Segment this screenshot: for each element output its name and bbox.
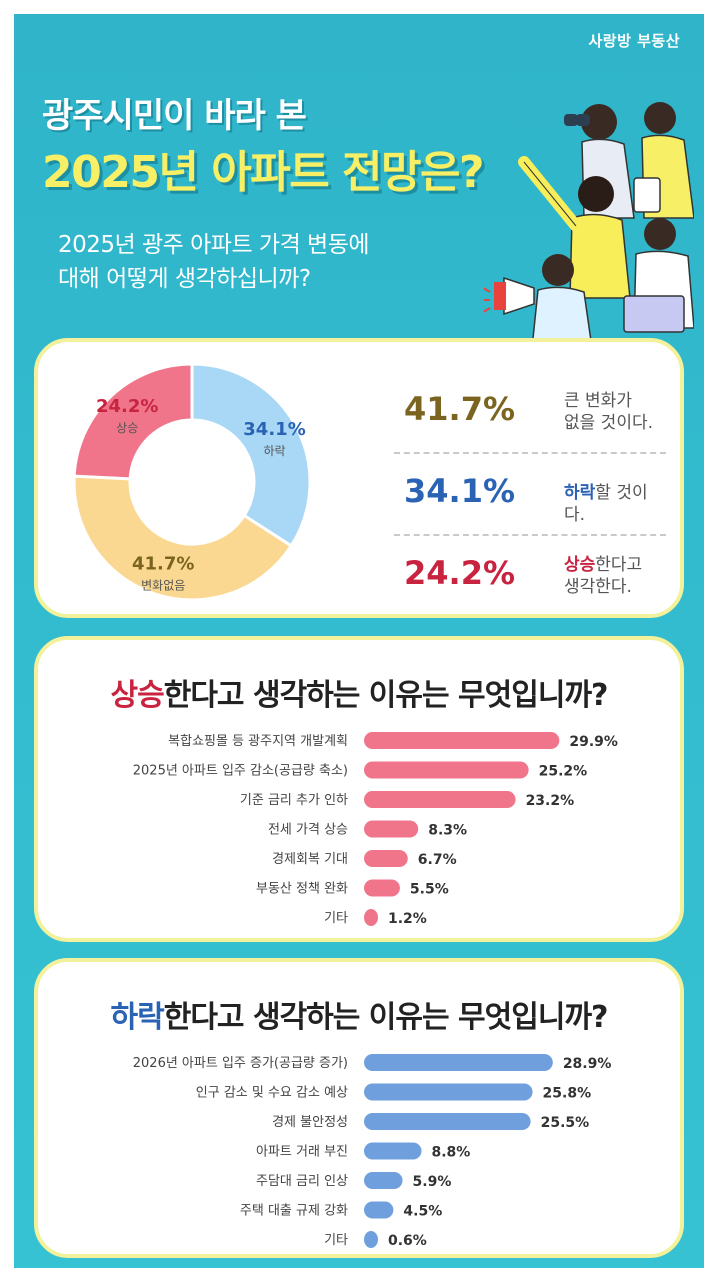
rise-category-label-5: 부동산 정책 완화 <box>256 882 348 897</box>
fall-category-label-2: 경제 불안정성 <box>272 1115 348 1130</box>
rise-title-strong: 상승 <box>110 678 165 713</box>
fall-reasons-bar-chart: 2026년 아파트 입주 증가(공급량 증가) 28.9% 인구 감소 및 수요 감… <box>133 1054 612 1249</box>
question-line1: 2025년 광주 아파트 가격 변동에 <box>58 232 370 258</box>
survey-question: 2025년 광주 아파트 가격 변동에 대해 어떻게 생각하십니까? <box>58 228 458 296</box>
fall-category-label-4: 주담대 금리 인상 <box>256 1174 348 1189</box>
donut-slice-1 <box>72 474 294 602</box>
rise-value-label-2: 23.2% <box>526 793 575 809</box>
headline-line1: 광주시민이 바라 본 <box>42 96 307 136</box>
rise-value-label-1: 25.2% <box>539 764 588 780</box>
donut-slice-0 <box>190 362 312 548</box>
legend-strong-rise: 상승 <box>564 555 596 575</box>
fall-value-label-2: 25.5% <box>541 1115 590 1131</box>
donut-pct-label-0: 34.1% <box>243 419 305 440</box>
legend-text-nochange-line2: 없을 것이다. <box>564 413 654 433</box>
legend-text-fall: 하락할 것이다. <box>564 482 666 526</box>
donut-name-label-0: 하락 <box>263 444 285 458</box>
rise-category-label-0: 복합쇼핑몰 등 광주지역 개발계획 <box>168 734 348 749</box>
legend-row-rise: 24.2% 상승한다고 생각한다. <box>394 536 666 616</box>
legend-rest-fall: 할 것이다. <box>564 483 648 525</box>
donut-name-label-1: 변화없음 <box>141 578 185 592</box>
headline-line2: 2025년 아파트 전망은? <box>42 147 484 198</box>
infographic-page: 사랑방 부동산 광주시민이 바라 본 2025년 아파트 전망은? 2025년 … <box>14 14 704 1268</box>
legend-pct-rise: 24.2% <box>404 554 516 592</box>
legend-pct-nochange: 41.7% <box>404 390 516 428</box>
fall-bar-4 <box>364 1172 403 1189</box>
fall-value-label-3: 8.8% <box>431 1145 470 1161</box>
fall-value-label-0: 28.9% <box>563 1056 612 1072</box>
legend-text-nochange-line1: 큰 변화가 <box>564 391 632 411</box>
rise-value-label-3: 8.3% <box>428 823 467 839</box>
fall-bar-5 <box>364 1201 394 1219</box>
legend-row-nochange: 41.7% 큰 변화가 없을 것이다. <box>394 372 666 454</box>
outlook-donut-chart: 34.1% 하락 41.7% 변화없음 24.2% 상승 <box>72 362 312 602</box>
fall-title-rest: 한다고 생각하는 이유는 무엇입니까? <box>163 1000 609 1035</box>
tablet-person-icon <box>633 102 694 219</box>
rise-bar-2 <box>364 791 516 808</box>
rise-bar-4 <box>364 850 408 867</box>
rise-category-label-2: 기준 금리 추가 인하 <box>240 793 348 808</box>
people-illustration <box>484 102 694 348</box>
pointing-person-icon <box>518 156 631 299</box>
fall-category-label-1: 인구 감소 및 수요 감소 예상 <box>196 1086 348 1101</box>
legend-text-rise-line2: 생각한다. <box>564 577 632 597</box>
legend-text-nochange: 큰 변화가 없을 것이다. <box>564 390 653 434</box>
rise-reasons-bar-chart: 복합쇼핑몰 등 광주지역 개발계획 29.9% 2025년 아파트 입주 감소(공급… <box>133 732 618 927</box>
fall-value-label-5: 4.5% <box>403 1204 442 1220</box>
fall-category-label-6: 기타 <box>324 1233 348 1248</box>
legend-pct-fall: 34.1% <box>404 472 516 510</box>
rise-category-label-6: 기타 <box>324 911 348 926</box>
brand-logo: 사랑방 부동산 <box>588 32 680 50</box>
donut-pct-label-1: 41.7% <box>132 553 194 574</box>
fall-value-label-1: 25.8% <box>543 1086 592 1102</box>
rise-value-label-0: 29.9% <box>569 734 618 750</box>
fall-bar-0 <box>364 1054 553 1071</box>
donut-slice-2 <box>72 362 194 481</box>
rise-bar-6 <box>364 909 378 926</box>
legend-rest-rise: 한다고 <box>595 555 643 575</box>
rise-bar-1 <box>364 761 529 779</box>
rise-title-rest: 한다고 생각하는 이유는 무엇입니까? <box>163 678 609 713</box>
fall-bar-1 <box>364 1083 533 1101</box>
fall-bar-6 <box>364 1231 378 1248</box>
fall-title-strong: 하락 <box>110 1000 165 1035</box>
fall-category-label-3: 아파트 거래 부진 <box>256 1145 348 1160</box>
legend-row-fall: 34.1% 하락할 것이다. <box>394 454 666 536</box>
megaphone-person-icon <box>484 254 593 348</box>
rise-category-label-3: 전세 가격 상승 <box>268 823 348 838</box>
rise-bar-0 <box>364 732 560 749</box>
question-line2: 대해 어떻게 생각하십니까? <box>58 266 311 292</box>
rise-category-label-1: 2025년 아파트 입주 감소(공급량 축소) <box>133 764 348 779</box>
outlook-card: 34.1% 하락 41.7% 변화없음 24.2% 상승 41.7% 큰 변화가 없을 것… <box>34 338 684 618</box>
rise-section-title: 상승한다고 생각하는 이유는 무엇입니까? <box>38 670 680 714</box>
donut-pct-label-2: 24.2% <box>96 396 158 417</box>
rise-reasons-card: 상승한다고 생각하는 이유는 무엇입니까? 복합쇼핑몰 등 광주지역 개발계획 2… <box>34 636 684 942</box>
rise-category-label-4: 경제회복 기대 <box>272 852 348 867</box>
rise-value-label-5: 5.5% <box>410 882 449 898</box>
laptop-person-icon <box>623 218 694 333</box>
fall-section-title: 하락한다고 생각하는 이유는 무엇입니까? <box>38 992 680 1036</box>
legend-text-rise: 상승한다고 생각한다. <box>564 554 642 598</box>
legend-strong-fall: 하락 <box>564 483 596 503</box>
donut-name-label-2: 상승 <box>116 421 138 435</box>
fall-reasons-card: 하락한다고 생각하는 이유는 무엇입니까? 2026년 아파트 입주 증가(공급… <box>34 958 684 1258</box>
fall-value-label-6: 0.6% <box>388 1233 427 1249</box>
rise-bar-3 <box>364 820 419 838</box>
fall-bar-2 <box>364 1113 531 1130</box>
rise-value-label-6: 1.2% <box>388 911 427 927</box>
rise-bar-5 <box>364 879 400 897</box>
fall-value-label-4: 5.9% <box>413 1174 452 1190</box>
fall-bar-3 <box>364 1142 422 1160</box>
fall-category-label-5: 주택 대출 규제 강화 <box>240 1204 348 1219</box>
fall-category-label-0: 2026년 아파트 입주 증가(공급량 증가) <box>133 1056 348 1071</box>
rise-value-label-4: 6.7% <box>418 852 457 868</box>
